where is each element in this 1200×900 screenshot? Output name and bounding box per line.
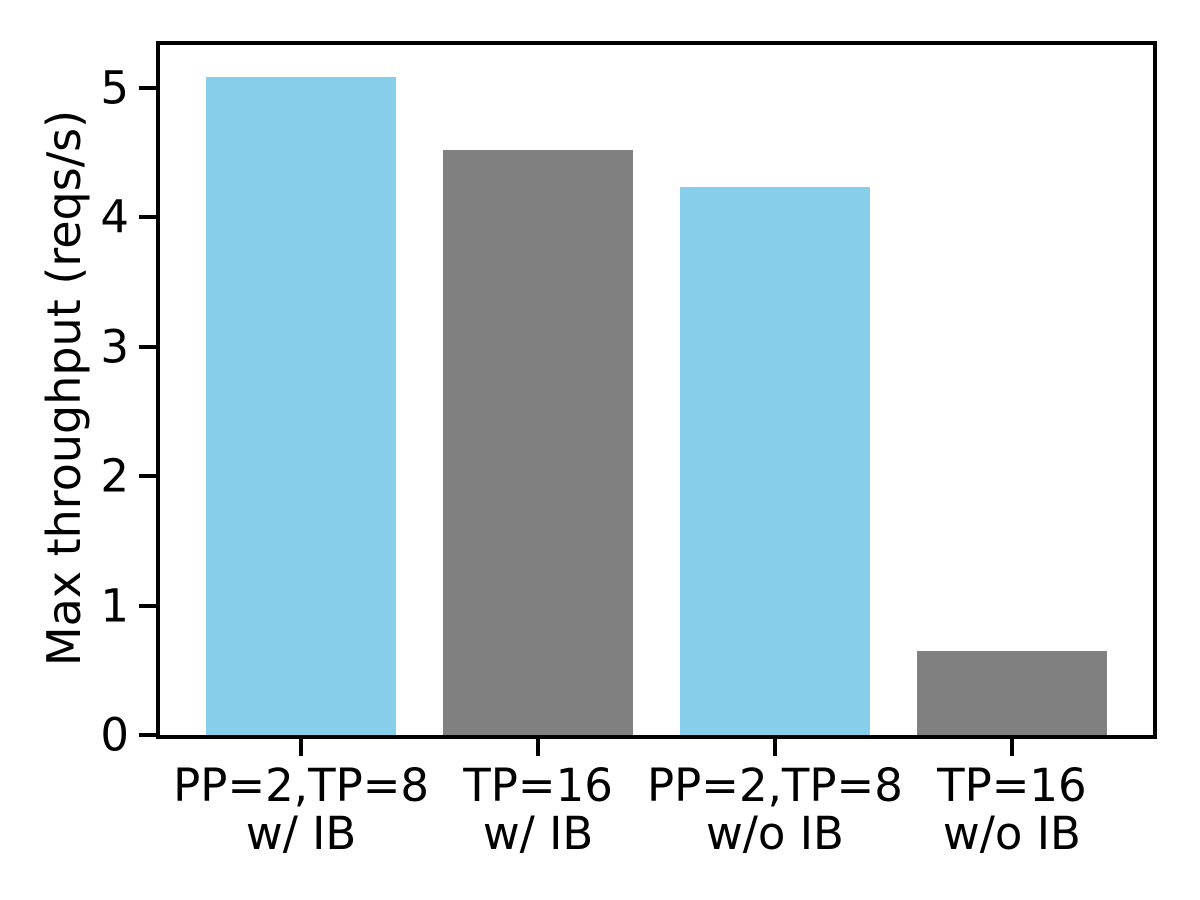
x-tick-label: PP=2,TP=8 w/ IB bbox=[131, 762, 471, 858]
x-tick-label: TP=16 w/o IB bbox=[842, 762, 1182, 858]
y-tick bbox=[139, 474, 156, 479]
y-tick-label: 1 bbox=[100, 579, 129, 633]
y-tick-label: 2 bbox=[100, 449, 129, 503]
bar-tp16-without-ib bbox=[916, 650, 1107, 735]
x-tick-label-line: TP=16 bbox=[463, 759, 613, 812]
x-tick-label-line: w/o IB bbox=[942, 807, 1081, 860]
x-tick-label: TP=16 w/ IB bbox=[368, 762, 708, 858]
y-tick bbox=[139, 603, 156, 608]
x-tick bbox=[1009, 739, 1014, 756]
x-tick bbox=[299, 739, 304, 756]
x-tick bbox=[536, 739, 541, 756]
x-tick-label-line: PP=2,TP=8 bbox=[647, 759, 903, 812]
y-axis-label: Max throughput (reqs/s) bbox=[37, 109, 91, 667]
y-tick bbox=[139, 85, 156, 90]
y-tick bbox=[139, 733, 156, 737]
x-tick-label-line: w/o IB bbox=[705, 807, 844, 860]
y-tick-label: 4 bbox=[100, 190, 129, 244]
x-tick-label-line: TP=16 bbox=[937, 759, 1087, 812]
y-tick bbox=[139, 215, 156, 220]
x-tick-label-line: PP=2,TP=8 bbox=[173, 759, 430, 812]
x-tick bbox=[772, 739, 777, 756]
y-tick-label: 3 bbox=[100, 320, 129, 374]
bar-pp2-tp8-without-ib bbox=[679, 187, 870, 735]
x-tick-label: PP=2,TP=8 w/o IB bbox=[605, 762, 945, 858]
bar-tp16-with-ib bbox=[443, 149, 633, 735]
x-tick-label-line: w/ IB bbox=[482, 807, 594, 860]
y-tick-label: 5 bbox=[100, 61, 129, 115]
y-tick-label: 0 bbox=[100, 708, 129, 762]
plot-area: 0 1 2 3 4 5 PP=2,TP=8 w/ IB TP=16 w/ IB PP=2,TP=8 w… bbox=[100, 41, 1157, 858]
x-tick-label-line: w/ IB bbox=[245, 807, 357, 860]
bar-pp2-tp8-with-ib bbox=[206, 77, 397, 735]
y-tick bbox=[139, 344, 156, 349]
